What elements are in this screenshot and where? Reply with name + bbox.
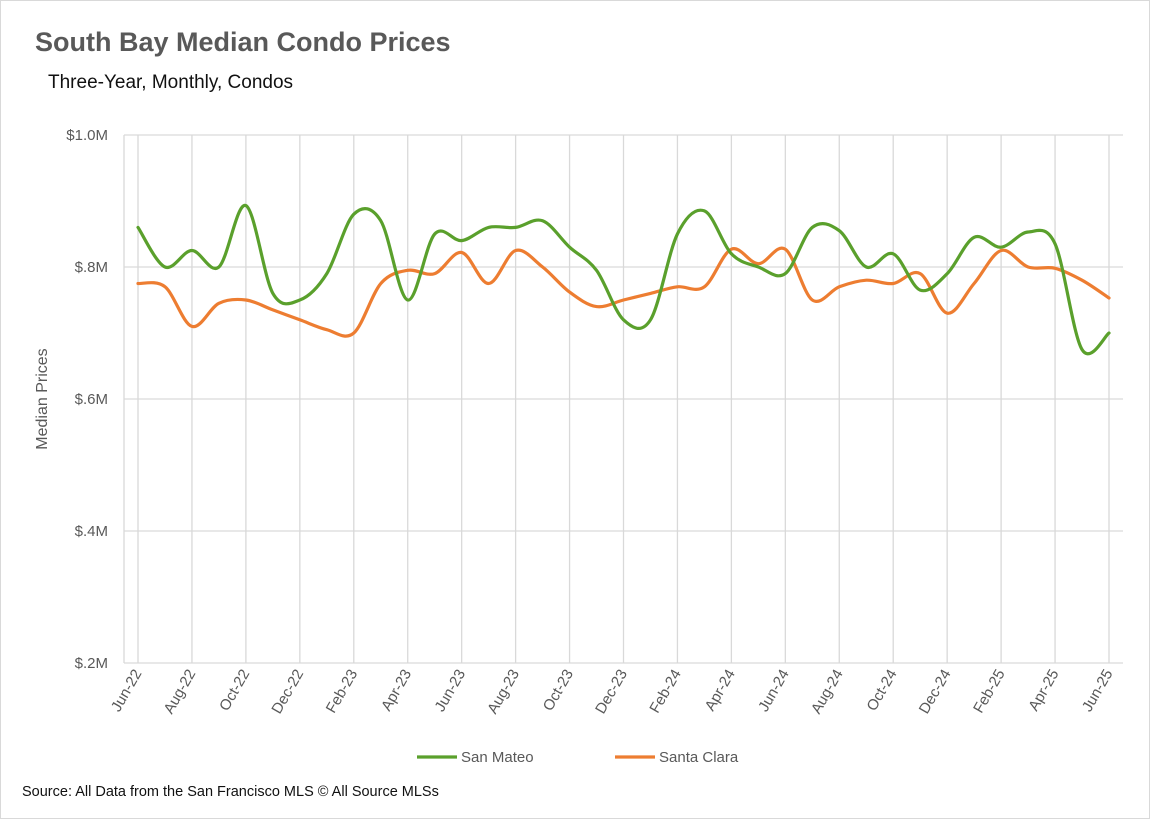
chart-subtitle: Three-Year, Monthly, Condos [48,72,294,93]
y-tick-label: $.4M [75,523,108,540]
x-tick-label: Aug-24 [808,667,847,717]
x-tick-label: Jun-24 [755,667,793,715]
x-tick-label: Aug-23 [484,667,523,717]
x-tick-label: Apr-24 [702,667,739,714]
y-tick-label: $.8M [75,259,108,276]
y-tick-label: $.6M [75,391,108,408]
x-tick-label: Dec-22 [268,667,307,717]
legend-label: Santa Clara [659,749,739,766]
series-lines [136,203,1111,356]
source-note: Source: All Data from the San Francisco … [22,784,439,800]
x-tick-label: Dec-23 [592,667,631,717]
x-tick-label: Feb-25 [970,667,1008,717]
x-tick-label: Apr-25 [1025,667,1062,714]
y-tick-label: $1.0M [66,127,108,144]
legend-label: San Mateo [461,749,534,766]
x-tick-label: Jun-25 [1079,667,1117,715]
x-tick-label: Apr-23 [378,667,415,714]
x-tick-label: Jun-22 [108,667,146,715]
x-axis-ticks: Jun-22 Aug-22 Oct-22 Dec-22 Feb-23 Apr-23 Jun-… [108,667,1117,717]
x-tick-label: Feb-24 [646,667,684,717]
grid-lines [123,134,1123,664]
legend: San Mateo Santa Clara [417,749,739,766]
x-tick-label: Feb-23 [323,667,361,717]
x-tick-label: Oct-24 [863,667,900,714]
y-axis-label: Median Prices [34,348,51,449]
x-tick-label: Aug-22 [160,667,199,717]
x-tick-label: Dec-24 [916,667,955,717]
chart-title: South Bay Median Condo Prices [35,27,451,57]
y-tick-label: $.2M [75,655,108,672]
x-tick-label: Oct-22 [216,667,253,714]
series-line-santa-clara [136,246,1111,338]
y-axis-ticks: $1.0M $.8M $.6M $.4M $.2M [66,127,108,672]
x-tick-label: Oct-23 [540,667,577,714]
x-tick-label: Jun-23 [431,667,469,715]
series-line-san-mateo [136,203,1111,356]
